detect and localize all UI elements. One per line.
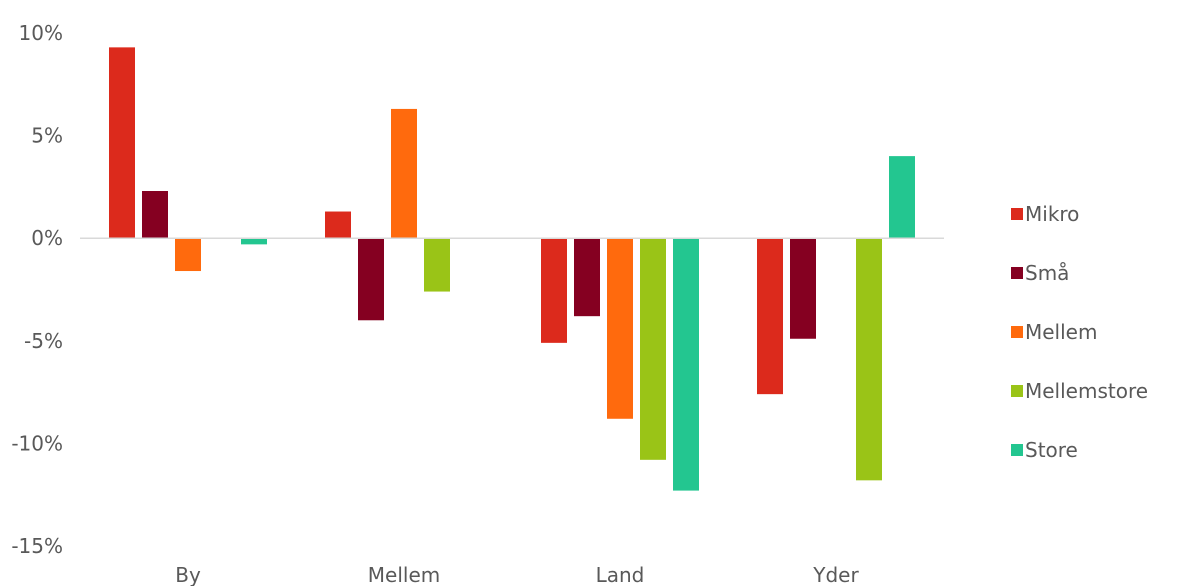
legend-label: Små xyxy=(1025,261,1069,285)
y-tick-label: -5% xyxy=(24,329,63,353)
x-tick-label: Yder xyxy=(812,563,859,586)
y-tick-label: 10% xyxy=(19,21,63,45)
bar xyxy=(175,238,201,272)
bar xyxy=(574,238,600,317)
legend-swatch xyxy=(1011,208,1023,220)
bar xyxy=(358,238,384,321)
legend-swatch xyxy=(1011,444,1023,456)
bar xyxy=(790,238,816,339)
legend-item: Små xyxy=(1011,261,1069,285)
legend: Mikro Små Mellem Mellemstore Store xyxy=(1011,202,1148,462)
legend-swatch xyxy=(1011,326,1023,338)
x-tick-label: Land xyxy=(596,563,645,586)
bar xyxy=(424,238,450,292)
legend-item: Mellem xyxy=(1011,320,1097,344)
x-tick-label: Mellem xyxy=(368,563,440,586)
bar xyxy=(325,211,351,239)
y-axis: 10% 5% 0% -5% -10% -15% xyxy=(11,21,63,558)
legend-label: Mellem xyxy=(1025,320,1097,344)
bar xyxy=(607,238,633,419)
legend-item: Mellemstore xyxy=(1011,379,1148,403)
legend-swatch xyxy=(1011,267,1023,279)
bar xyxy=(757,238,783,395)
legend-item: Store xyxy=(1011,438,1078,462)
legend-swatch xyxy=(1011,385,1023,397)
bar xyxy=(640,238,666,460)
bar xyxy=(673,238,699,491)
legend-label: Mellemstore xyxy=(1025,379,1148,403)
bar xyxy=(889,156,915,239)
x-axis: By Mellem Land Yder xyxy=(175,563,859,586)
bar xyxy=(391,108,417,239)
bar xyxy=(541,238,567,343)
y-tick-label: -10% xyxy=(11,431,63,455)
y-tick-label: 5% xyxy=(31,124,63,148)
bar xyxy=(109,47,135,239)
bar xyxy=(142,191,168,239)
legend-label: Mikro xyxy=(1025,202,1079,226)
legend-item: Mikro xyxy=(1011,202,1079,226)
y-tick-label: 0% xyxy=(31,226,63,250)
bar xyxy=(856,238,882,481)
legend-label: Store xyxy=(1025,438,1078,462)
y-tick-label: -15% xyxy=(11,534,63,558)
x-tick-label: By xyxy=(175,563,201,586)
bars xyxy=(109,47,915,491)
bar xyxy=(241,238,267,245)
